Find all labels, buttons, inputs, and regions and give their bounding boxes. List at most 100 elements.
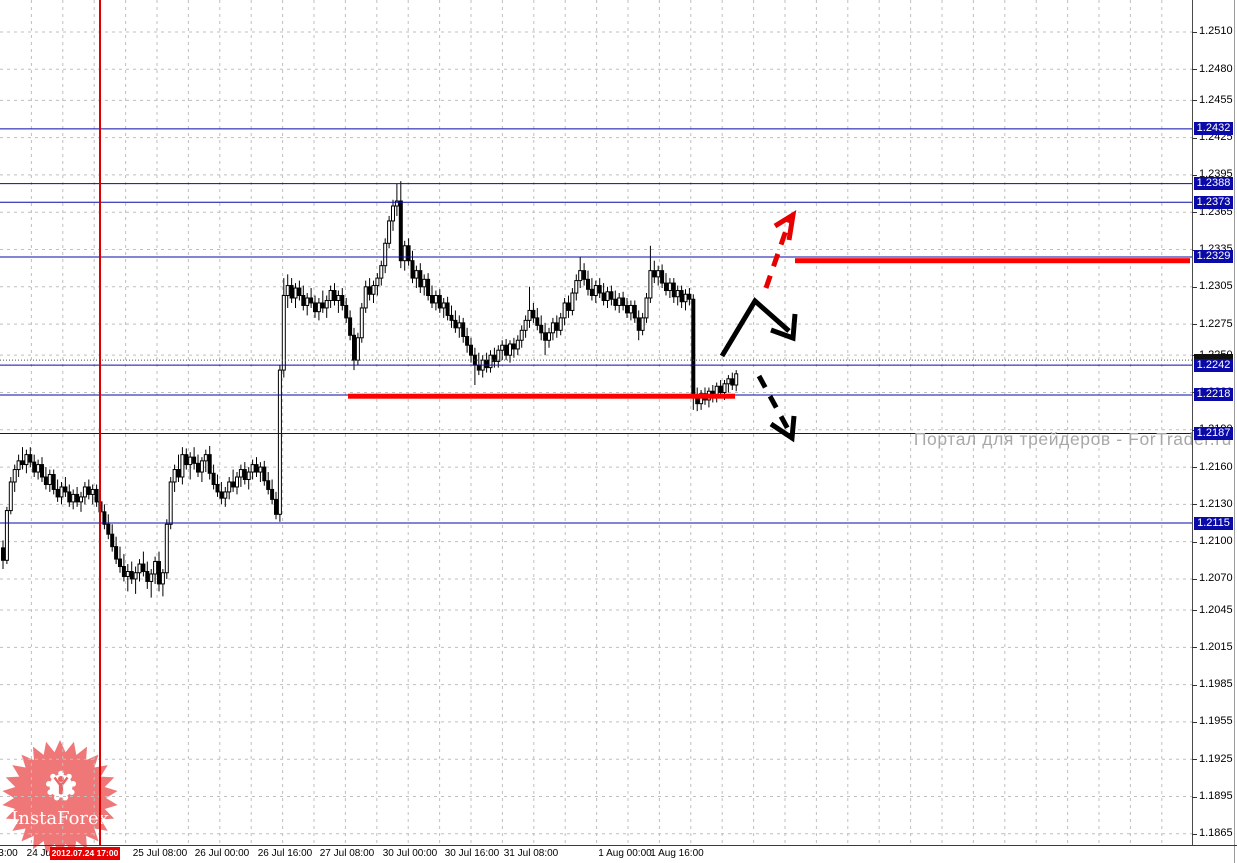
projection-up-arrow[interactable] xyxy=(763,210,797,289)
candle-body xyxy=(632,304,637,319)
candle-body xyxy=(519,329,524,341)
person-arm-right xyxy=(60,776,69,787)
candle-body xyxy=(43,476,48,485)
projection-down-arrow[interactable] xyxy=(756,374,797,443)
candle-body xyxy=(67,491,72,503)
candle-body xyxy=(196,462,200,473)
price-tick-mark xyxy=(1192,100,1197,102)
time-tick-label: 27 Jul 08:00 xyxy=(319,848,375,859)
candle-body xyxy=(270,488,275,500)
candle-body xyxy=(274,498,278,515)
time-tick-label: 3:00 xyxy=(0,848,18,859)
price-tick-label: 1.2275 xyxy=(1199,317,1233,330)
gear-person-icon xyxy=(45,770,77,801)
price-tick-label: 1.2395 xyxy=(1199,168,1233,181)
candle-body xyxy=(215,483,220,493)
price-tick-label: 1.2480 xyxy=(1199,62,1233,75)
candle-body xyxy=(410,260,415,279)
selected-time-label: 2012.07.24 17:00 xyxy=(50,847,120,860)
price-tick-mark xyxy=(1192,541,1197,543)
price-tick-label: 1.2335 xyxy=(1199,243,1233,255)
candle-body xyxy=(558,317,563,331)
price-line-label: 1.2432 xyxy=(1194,122,1233,136)
candle-body xyxy=(441,302,446,309)
candle-body xyxy=(313,302,317,313)
price-tick-label: 1.2015 xyxy=(1199,640,1233,653)
pullback-arrow[interactable] xyxy=(719,297,798,358)
candle-body xyxy=(465,336,470,346)
chart-plot-area[interactable] xyxy=(0,0,1192,845)
candle-body xyxy=(371,285,376,295)
price-tick-mark xyxy=(1192,137,1197,139)
grid xyxy=(0,0,1192,845)
price-line-label: 1.2218 xyxy=(1194,388,1233,402)
candle-body xyxy=(379,265,384,279)
price-tick-mark xyxy=(1192,721,1197,723)
price-tick-label: 1.2130 xyxy=(1199,497,1233,510)
candle-body xyxy=(566,302,571,311)
price-tick-label: 1.2305 xyxy=(1199,280,1233,293)
candle-body xyxy=(125,570,130,577)
price-axis[interactable]: 1.2510 1.2480 1.2455 1.2425 1.2395 1.2365 1.23… xyxy=(0,0,1237,845)
arrow-shaft xyxy=(756,374,792,433)
candle-body xyxy=(219,491,224,499)
candle-body xyxy=(168,481,173,525)
time-tick-label: 26 Jul 00:00 xyxy=(194,848,250,859)
candle-body xyxy=(391,205,395,222)
candle-body xyxy=(12,469,17,483)
candle-body xyxy=(184,454,189,466)
candle-body xyxy=(660,270,665,284)
candle-body xyxy=(617,297,622,306)
arrow-shaft xyxy=(719,297,791,358)
price-tick-mark xyxy=(1192,467,1197,469)
hidden-line-label xyxy=(1194,354,1233,362)
price-line-label: 1.2187 xyxy=(1194,427,1233,440)
price-line-label: 1.2115 xyxy=(1194,516,1233,530)
candle-body xyxy=(4,510,9,561)
candle-body xyxy=(114,546,119,560)
watermark-text: Портал для трейдеров - ForTrader.ru xyxy=(913,429,1232,449)
candle-body xyxy=(75,493,80,503)
candle-body xyxy=(118,558,122,568)
candle-body xyxy=(609,291,614,300)
candle-body xyxy=(145,570,150,582)
candle-body xyxy=(28,454,33,463)
price-tick-mark xyxy=(1192,647,1197,649)
logo-wordmark: InstaForex xyxy=(11,808,109,829)
candle-body xyxy=(679,290,684,303)
candle-body xyxy=(293,287,298,299)
candle-body xyxy=(625,304,629,314)
price-tick-mark xyxy=(1192,174,1197,176)
candle-body xyxy=(59,486,64,498)
time-axis-separator xyxy=(0,845,1237,846)
price-tick-label: 1.2045 xyxy=(1199,603,1233,616)
time-axis[interactable]: 2012.07.24 17:00 3:00 24 Jul 25 Jul 08:00 2… xyxy=(0,846,1237,863)
candle-body xyxy=(90,488,95,495)
candle-body xyxy=(430,295,434,304)
arrow-head xyxy=(770,313,798,342)
vertical-time-line[interactable] xyxy=(99,0,101,845)
candle-body xyxy=(305,297,310,306)
candle-body xyxy=(328,290,333,301)
candle-body xyxy=(461,322,466,338)
candle-body xyxy=(281,295,286,371)
candle-body xyxy=(231,481,236,488)
resistance-support-segment[interactable] xyxy=(348,393,735,399)
time-tick-label: 26 Jul 16:00 xyxy=(257,848,313,859)
candle-body xyxy=(406,245,411,262)
candle-body xyxy=(402,245,407,262)
candle-body xyxy=(94,488,99,503)
candle-body xyxy=(359,307,364,339)
resistance-support-segment[interactable] xyxy=(795,258,1190,264)
candle-body xyxy=(8,481,13,512)
candle-body xyxy=(621,297,626,306)
price-tick-mark xyxy=(1192,31,1197,33)
candle-body xyxy=(496,349,501,362)
time-tick-label: 30 Jul 00:00 xyxy=(382,848,438,859)
candle-body xyxy=(683,293,688,303)
candle-body xyxy=(671,282,676,298)
candle-body xyxy=(730,378,735,386)
candle-body xyxy=(492,354,497,362)
right-window-border xyxy=(1234,0,1235,863)
